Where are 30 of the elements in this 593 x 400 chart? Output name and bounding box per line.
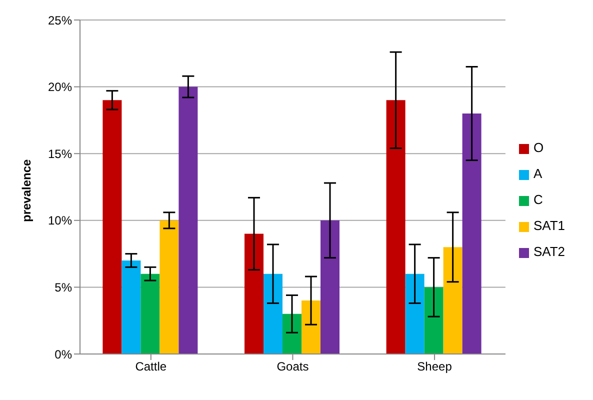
- y-tick-label: 20%: [48, 80, 72, 94]
- bar: [178, 86, 198, 354]
- y-axis-title: prevalence: [19, 158, 34, 222]
- y-tick-label: 5%: [54, 280, 72, 294]
- legend-label: SAT2: [533, 244, 565, 259]
- x-tick-label: Cattle: [135, 360, 167, 374]
- y-tick-label: 0%: [54, 347, 72, 362]
- legend-label: O: [533, 140, 544, 155]
- legend-label: C: [533, 192, 543, 207]
- bar: [405, 274, 424, 354]
- x-tick-label: Goats: [276, 360, 309, 374]
- bar: [302, 300, 321, 354]
- bar: [386, 100, 406, 354]
- bar: [244, 234, 264, 354]
- bar: [160, 220, 179, 354]
- y-tick-label: 15%: [48, 146, 72, 161]
- bar: [424, 287, 444, 354]
- bar: [443, 247, 462, 354]
- bar: [462, 114, 482, 354]
- bar: [264, 274, 283, 354]
- bar: [122, 260, 141, 354]
- legend-label: A: [533, 166, 542, 181]
- legend-label: SAT1: [533, 218, 565, 233]
- bar: [102, 100, 122, 354]
- x-tick-label: Sheep: [417, 360, 452, 374]
- y-tick-label: 25%: [48, 13, 72, 28]
- y-tick-label: 10%: [48, 214, 72, 228]
- bar: [320, 220, 340, 354]
- bar: [282, 314, 302, 354]
- bar: [140, 274, 160, 354]
